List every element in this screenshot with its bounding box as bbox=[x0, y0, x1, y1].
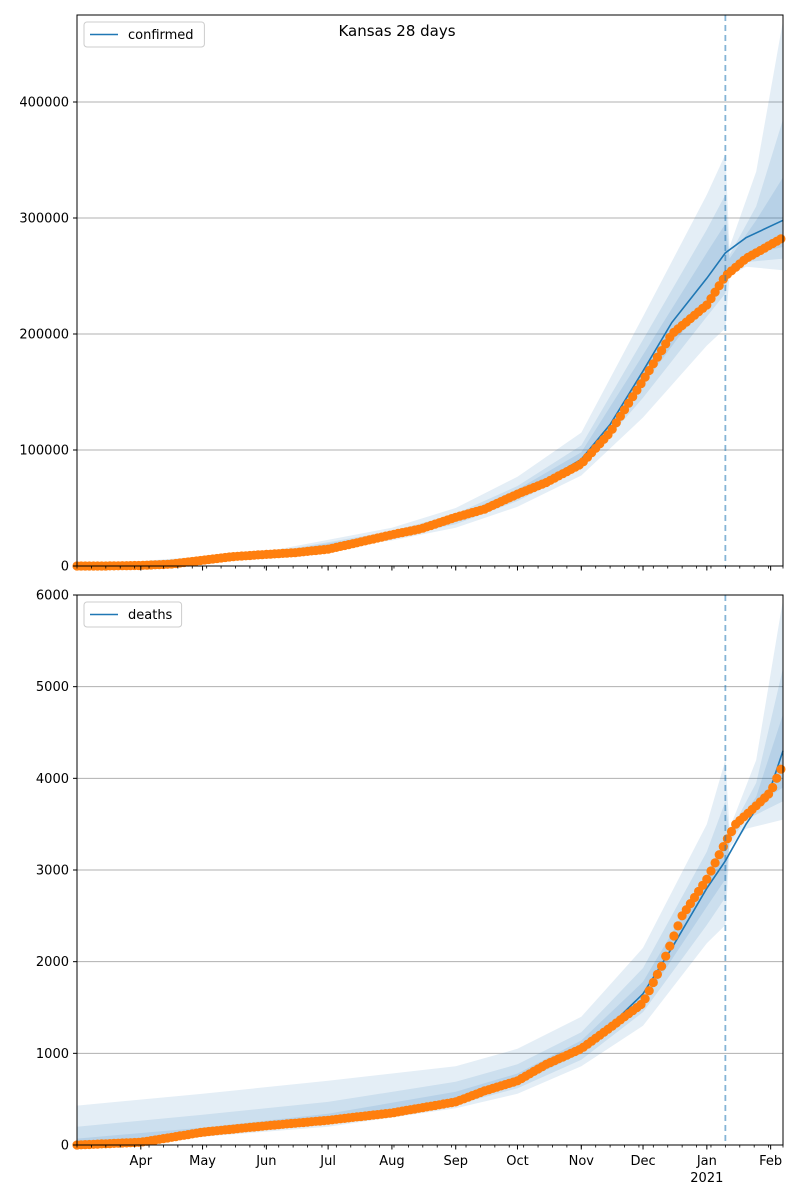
confirmed-y-tick-label: 0 bbox=[61, 560, 69, 575]
confirmed-y-tick-label: 200000 bbox=[19, 328, 69, 343]
confirmed-observed-point bbox=[644, 365, 654, 376]
deaths-legend-box bbox=[83, 601, 183, 628]
confirmed-panel: 0 100000 200000 300000 400000 confirmed bbox=[19, 14, 786, 575]
confirmed-observed-point bbox=[640, 372, 650, 382]
deaths-legend-label: deaths bbox=[128, 608, 173, 623]
deaths-x-tick-label: Dec bbox=[630, 1154, 655, 1169]
deaths-observed-point bbox=[772, 773, 782, 783]
confirmed-y-tick-label: 300000 bbox=[19, 212, 69, 227]
confirmed-observed-point bbox=[652, 352, 663, 362]
confirmed-legend-box bbox=[83, 21, 205, 48]
deaths-y-tick-label: 1000 bbox=[36, 1047, 69, 1062]
deaths-observed-point bbox=[706, 866, 716, 876]
deaths-y-tick-label: 0 bbox=[61, 1139, 69, 1154]
deaths-observed-point bbox=[661, 951, 671, 961]
deaths-x-year-label: 2021 bbox=[690, 1171, 723, 1186]
confirmed-observed-point bbox=[657, 346, 667, 356]
deaths-y-tick-label: 2000 bbox=[36, 955, 69, 970]
deaths-panel: 0 1000 2000 3000 4000 5000 6000 Apr May Jun Jul Aug… bbox=[36, 589, 786, 1186]
confirmed-observed-point bbox=[776, 234, 786, 244]
deaths-observed-point bbox=[714, 850, 724, 860]
confirmed-uncertainty-band bbox=[77, 119, 783, 567]
confirmed-observed-point bbox=[636, 379, 646, 389]
deaths-x-tick-label: Nov bbox=[569, 1154, 595, 1169]
confirmed-observed-point bbox=[628, 392, 638, 402]
deaths-y-tick-label: 5000 bbox=[36, 680, 69, 695]
confirmed-legend-label: confirmed bbox=[128, 28, 194, 43]
confirmed-legend: confirmed bbox=[83, 21, 205, 48]
confirmed-observed-point bbox=[661, 339, 671, 349]
deaths-x-tick-label: Sep bbox=[443, 1154, 468, 1169]
deaths-legend: deaths bbox=[83, 601, 183, 628]
deaths-observed-point bbox=[648, 977, 658, 988]
confirmed-y-tick-label: 100000 bbox=[19, 444, 69, 459]
confirmed-y-tick-label: 400000 bbox=[19, 96, 69, 111]
deaths-x-tick-label: May bbox=[189, 1154, 216, 1169]
deaths-observed-point bbox=[718, 842, 728, 852]
deaths-observed-point bbox=[652, 969, 663, 980]
deaths-observed-point bbox=[702, 874, 712, 884]
deaths-observed-point bbox=[665, 941, 675, 951]
deaths-x-tick-label: Feb bbox=[759, 1154, 782, 1169]
deaths-y-tick-label: 3000 bbox=[36, 864, 69, 879]
deaths-observed-point bbox=[673, 921, 683, 931]
deaths-observed-point bbox=[644, 986, 654, 996]
confirmed-observed-point bbox=[619, 405, 630, 415]
deaths-x-tick-label: Jul bbox=[319, 1154, 336, 1169]
deaths-observed-point bbox=[640, 994, 650, 1004]
deaths-observed-point bbox=[710, 858, 720, 868]
deaths-x-tick-label: Apr bbox=[130, 1154, 153, 1169]
deaths-x-tick-label: Aug bbox=[379, 1154, 404, 1169]
deaths-observed-point bbox=[768, 782, 778, 793]
figure-title: Kansas 28 days bbox=[338, 22, 455, 40]
deaths-x-tick-label: Oct bbox=[506, 1154, 528, 1169]
deaths-observed-point bbox=[657, 961, 667, 971]
deaths-y-tick-label: 4000 bbox=[36, 772, 69, 787]
deaths-observed-point bbox=[669, 931, 679, 941]
confirmed-axes-frame bbox=[76, 14, 784, 567]
deaths-x-tick-label: Jan bbox=[696, 1154, 717, 1169]
deaths-x-tick-label: Jun bbox=[255, 1154, 276, 1169]
confirmed-observed-point bbox=[648, 359, 658, 369]
deaths-uncertainty-band bbox=[77, 599, 783, 1145]
deaths-observed-point bbox=[726, 826, 737, 837]
deaths-y-tick-label: 6000 bbox=[36, 589, 69, 604]
deaths-observed-point bbox=[776, 764, 786, 774]
